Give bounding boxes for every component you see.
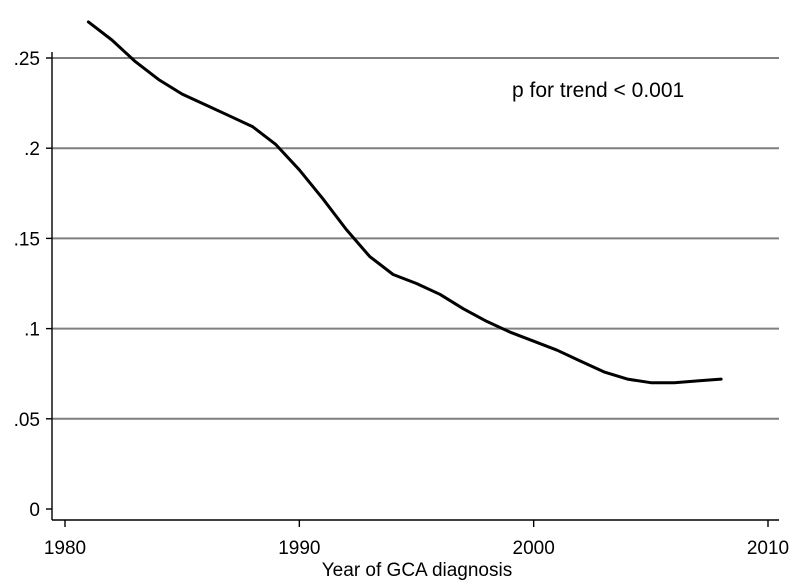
x-axis-ticks: 1980 1990 2000 2010 [44, 520, 789, 559]
y-tick-label: 0 [29, 500, 40, 521]
y-tick-label: .1 [24, 320, 40, 341]
y-axis-ticks: 0 .05 .1 .15 .2 .25 [14, 49, 53, 521]
y-tick-label: .15 [14, 229, 40, 250]
x-tick-label: 2000 [513, 538, 555, 559]
annotation-text: p for trend < 0.001 [512, 79, 684, 102]
x-tick-label: 2010 [747, 538, 789, 559]
x-axis-title: Year of GCA diagnosis [322, 560, 512, 580]
y-tick-label: .2 [24, 139, 40, 160]
trend-line [86, 20, 723, 385]
series-line [86, 20, 723, 385]
grid-lines [52, 57, 779, 420]
x-tick-label: 1990 [278, 538, 320, 559]
x-tick-label: 1980 [44, 538, 86, 559]
y-tick-label: .25 [14, 49, 40, 70]
y-tick-label: .05 [14, 410, 40, 431]
